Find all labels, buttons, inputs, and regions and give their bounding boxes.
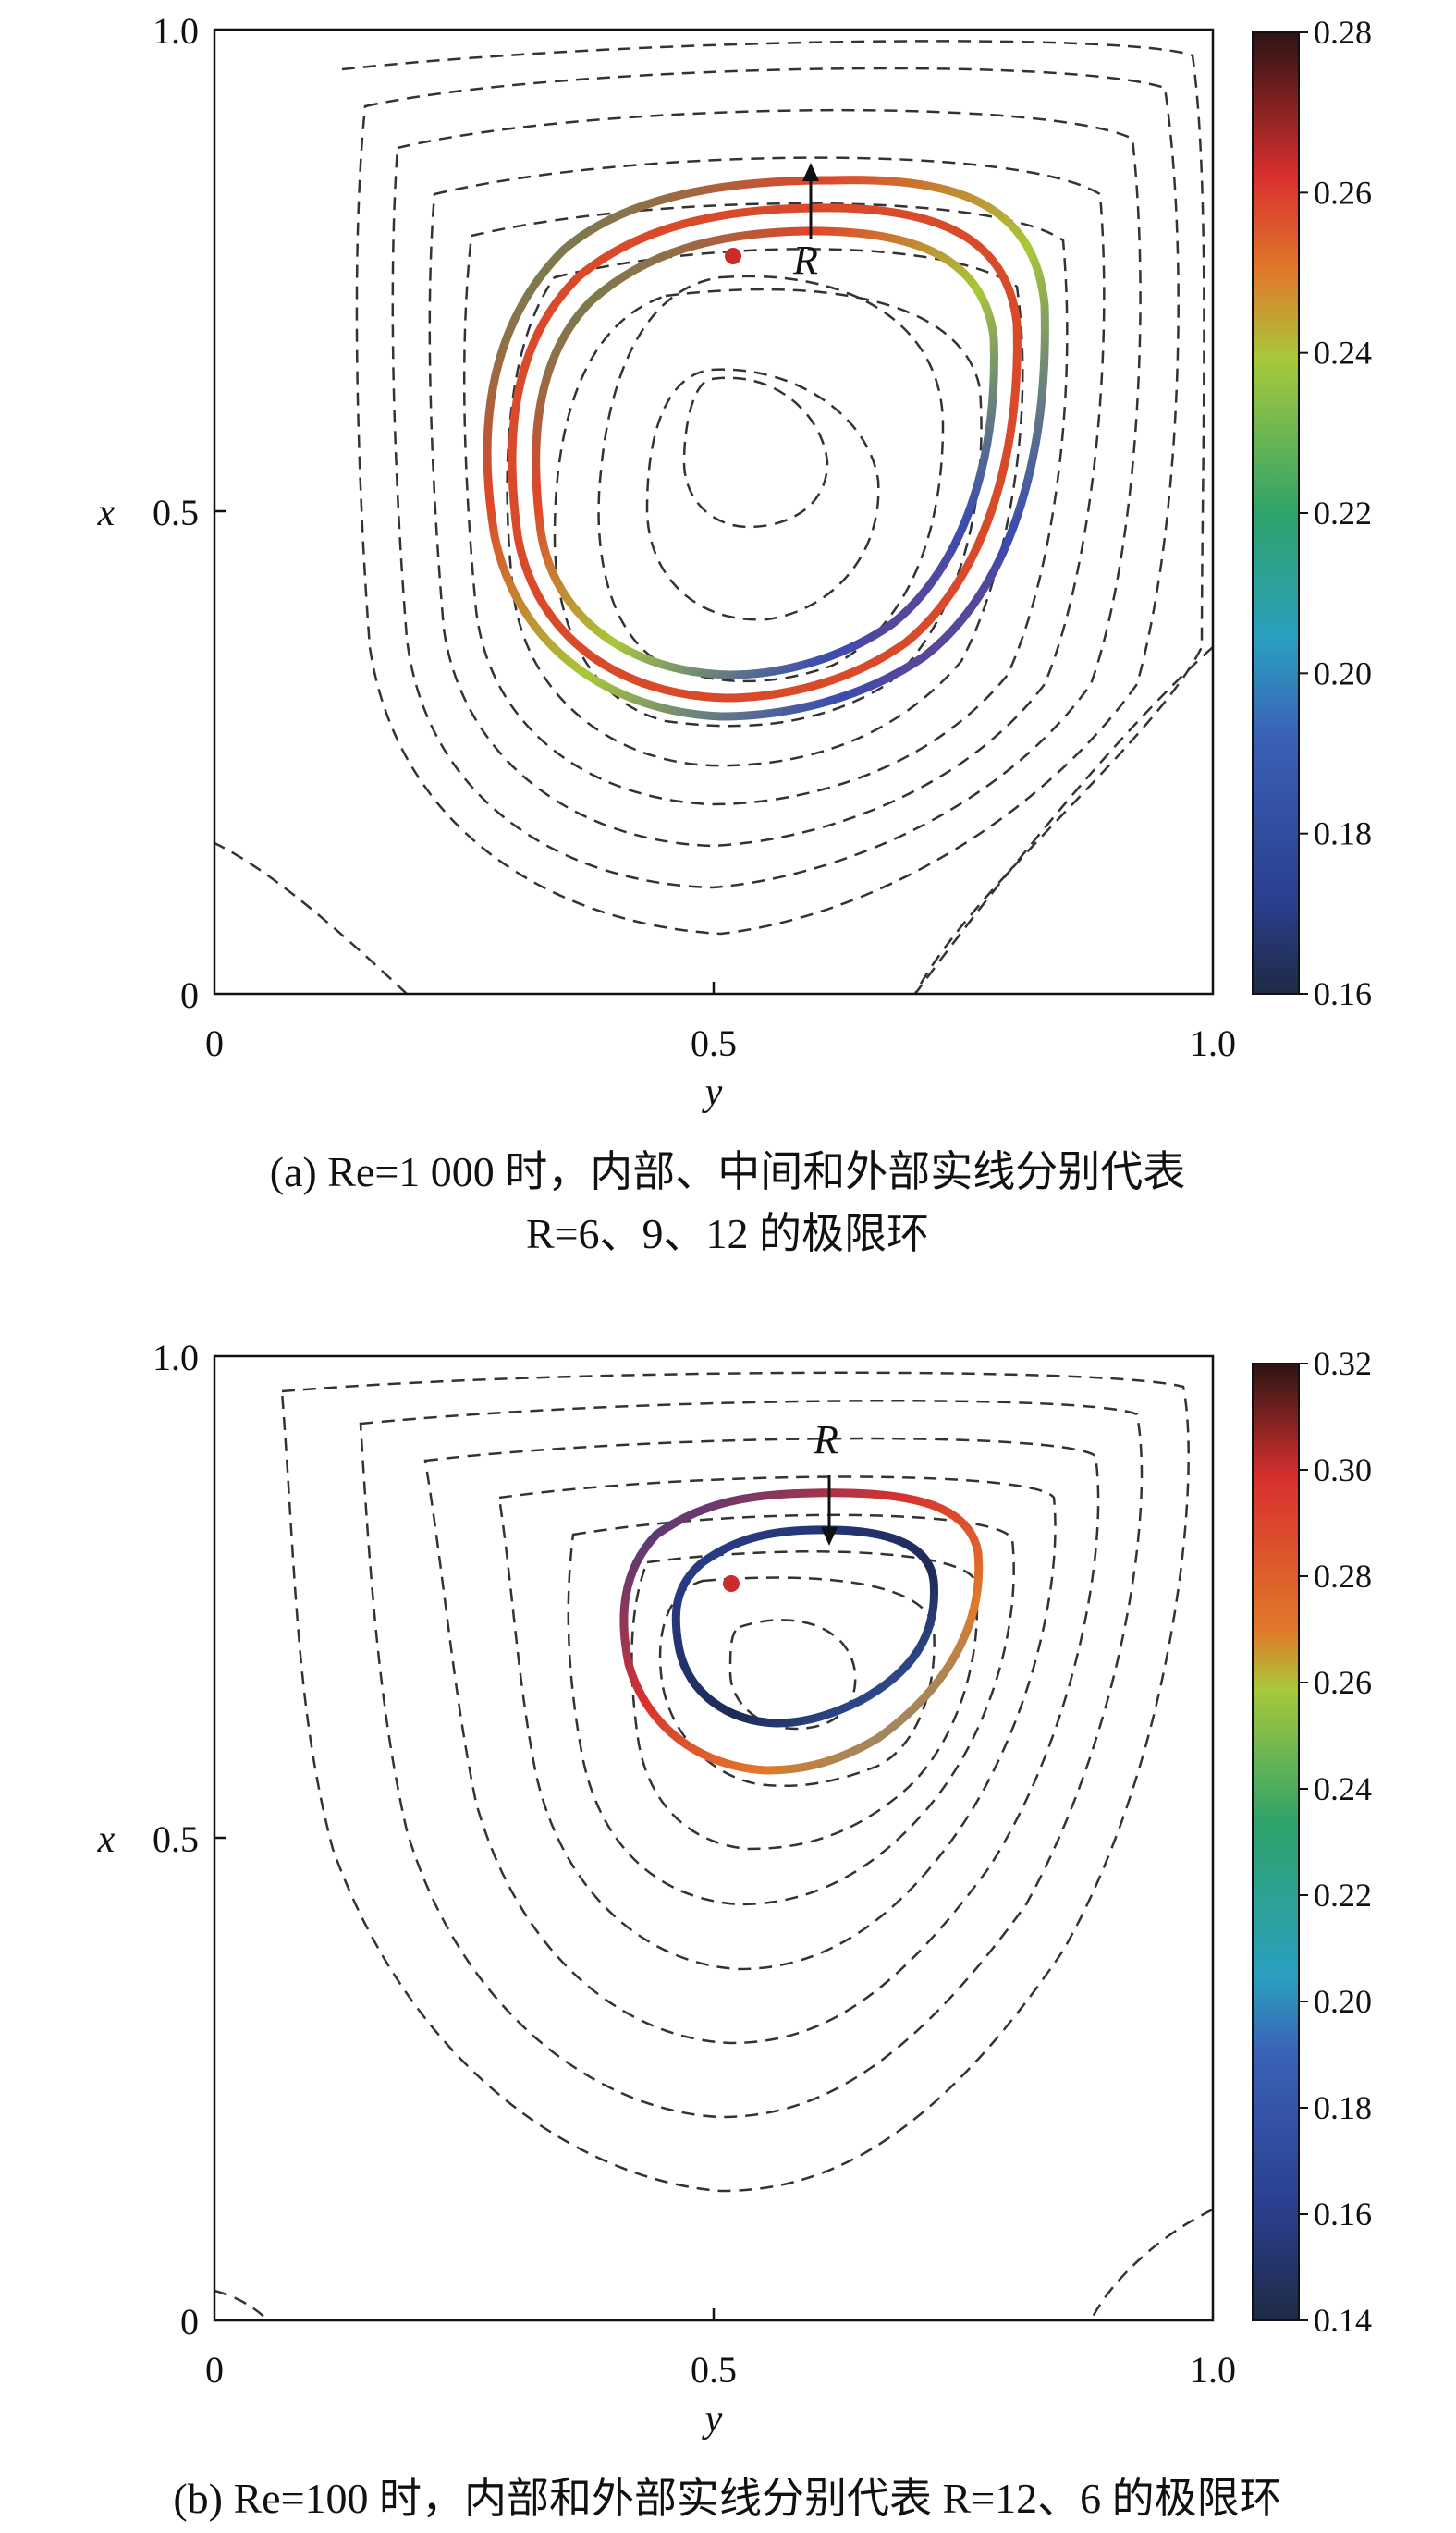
streamline-b-8 bbox=[728, 1619, 857, 1731]
y-tick-05-b: 0.5 bbox=[153, 1818, 199, 1860]
streamline-a-1 bbox=[214, 40, 1205, 994]
streamline-a-11 bbox=[913, 646, 1213, 994]
panel-a-limit-cycles bbox=[483, 176, 1049, 721]
panel-b: R 1.0 0.5 0 x 0 0.5 1.0 y 0.140.160.180.… bbox=[97, 1337, 1372, 2522]
y-tick-05-a: 0.5 bbox=[153, 492, 199, 533]
x-tick-0-a: 0 bbox=[205, 1022, 224, 1064]
streamline-b-7 bbox=[658, 1576, 936, 1788]
tick-marks-a bbox=[214, 509, 716, 994]
plot-frame-b bbox=[213, 1354, 1215, 2322]
y-tick-1-b: 1.0 bbox=[153, 1337, 199, 1378]
limit-cycle-b-outer bbox=[619, 1488, 984, 1775]
y-tick-1-a: 1.0 bbox=[153, 10, 199, 52]
streamline-a-6 bbox=[506, 248, 1024, 767]
panel-b-streamlines bbox=[214, 1371, 1213, 2320]
r-annotation-a: R bbox=[792, 238, 818, 283]
colorbar-tick-label-a-2: 0.20 bbox=[1314, 655, 1372, 691]
streamline-a-10 bbox=[682, 376, 829, 529]
x-tick-05-b: 0.5 bbox=[691, 2349, 737, 2391]
streamline-b-1 bbox=[280, 1371, 1190, 2193]
r-arrowhead-b bbox=[821, 1527, 838, 1546]
colorbar-ticks-a: 0.16 0.18 0.20 0.22 0.24 0.26 0.28 bbox=[1299, 14, 1372, 1012]
streamline-b-2 bbox=[359, 1399, 1144, 2119]
colorbar-tick-label-a-0: 0.16 bbox=[1314, 975, 1372, 1012]
initial-point-b bbox=[723, 1575, 740, 1592]
colorbar-tick-label-b-7: 0.28 bbox=[1314, 1558, 1372, 1595]
panel-a-streamlines bbox=[214, 40, 1213, 994]
colorbar-tick-label-a-6: 0.28 bbox=[1314, 14, 1372, 51]
x-tick-0-b: 0 bbox=[205, 2349, 224, 2391]
y-tick-0-b: 0 bbox=[180, 2301, 199, 2343]
colorbar-tick-label-b-9: 0.32 bbox=[1314, 1345, 1372, 1382]
limit-cycle-a-outer bbox=[483, 176, 1049, 721]
streamline-a-7 bbox=[553, 288, 983, 728]
y-axis-label-b: x bbox=[97, 1818, 116, 1861]
streamline-a-3 bbox=[391, 108, 1142, 889]
colorbar-tick-label-b-2: 0.18 bbox=[1314, 2089, 1372, 2126]
streamline-a-2 bbox=[355, 67, 1180, 936]
colorbar-a bbox=[1252, 31, 1300, 995]
colorbar-tick-label-b-3: 0.20 bbox=[1314, 1983, 1372, 2020]
x-axis-label-a: y bbox=[702, 1071, 723, 1114]
x-tick-05-a: 0.5 bbox=[691, 1022, 737, 1064]
r-annotation-b: R bbox=[813, 1417, 838, 1462]
colorbar-tick-label-b-0: 0.14 bbox=[1314, 2302, 1372, 2339]
panel-a: R 1.0 0.5 0 x 0 0.5 1.0 y 0.160.180.200.… bbox=[97, 10, 1372, 1257]
colorbar-tick-label-a-5: 0.26 bbox=[1314, 174, 1372, 211]
caption-b: (b) Re=100 时，内部和外部实线分别代表 R=12、6 的极限环 bbox=[173, 2475, 1281, 2522]
limit-cycle-a-middle bbox=[508, 203, 1022, 703]
colorbar-tick-label-b-1: 0.16 bbox=[1314, 2196, 1372, 2233]
y-tick-0-a: 0 bbox=[180, 974, 199, 1016]
r-arrowhead-a bbox=[802, 163, 819, 181]
streamline-a-8 bbox=[597, 275, 945, 683]
colorbar-b bbox=[1252, 1363, 1300, 2321]
colorbar-tick-label-b-8: 0.30 bbox=[1314, 1451, 1372, 1488]
colorbar-tick-label-a-4: 0.24 bbox=[1314, 335, 1372, 372]
y-axis-label-a: x bbox=[97, 492, 116, 534]
colorbar-tick-label-b-4: 0.22 bbox=[1314, 1877, 1372, 1914]
streamline-b-5 bbox=[567, 1513, 1015, 1906]
colorbar-tick-label-a-3: 0.22 bbox=[1314, 495, 1372, 532]
colorbar-tick-label-a-1: 0.18 bbox=[1314, 815, 1372, 852]
tick-marks-b bbox=[214, 1836, 716, 2320]
streamline-b-4 bbox=[497, 1475, 1057, 1971]
colorbar-tick-label-b-6: 0.26 bbox=[1314, 1664, 1372, 1701]
streamline-b-9 bbox=[214, 2208, 1213, 2320]
caption-a-line1: (a) Re=1 000 时，内部、中间和外部实线分别代表 bbox=[270, 1148, 1186, 1195]
streamline-a-4 bbox=[428, 156, 1106, 848]
caption-a-line2: R=6、9、12 的极限环 bbox=[526, 1210, 929, 1257]
colorbar-ticks-b: 0.14 0.16 0.18 0.20 0.22 0.24 0.26 0.28 0.30 0.32 bbox=[1299, 1345, 1372, 2339]
colorbar-tick-label-b-5: 0.24 bbox=[1314, 1770, 1372, 1807]
x-axis-label-b: y bbox=[702, 2398, 723, 2441]
streamline-b-3 bbox=[423, 1437, 1100, 2045]
plot-frame-a bbox=[213, 28, 1215, 996]
limit-cycle-a-inner bbox=[532, 226, 998, 679]
x-tick-1-b: 1.0 bbox=[1190, 2349, 1236, 2391]
limit-cycle-b-inner bbox=[671, 1525, 939, 1728]
streamline-a-5 bbox=[462, 202, 1069, 806]
x-tick-1-a: 1.0 bbox=[1190, 1022, 1236, 1064]
panel-b-limit-cycles bbox=[619, 1488, 984, 1775]
initial-point-a bbox=[725, 248, 741, 264]
streamline-a-9 bbox=[645, 368, 880, 621]
